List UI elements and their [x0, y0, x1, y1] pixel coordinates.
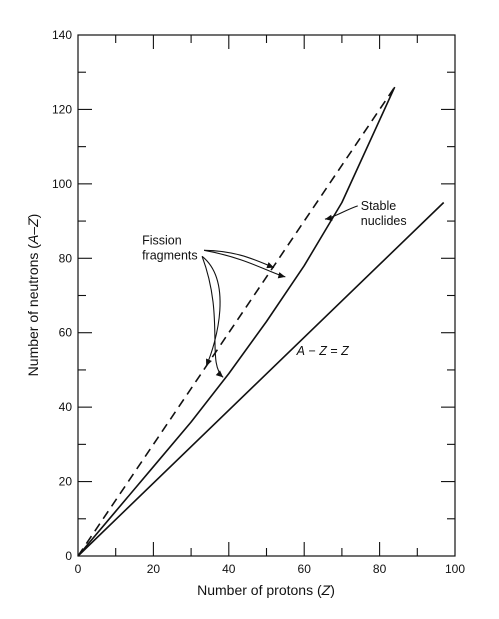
- y-tick-label: 40: [59, 400, 73, 414]
- y-tick-label: 20: [59, 475, 73, 489]
- leader-fission-dashed-lower: [201, 255, 221, 367]
- plot-frame: [77, 34, 456, 557]
- x-tick-label: 80: [373, 562, 387, 576]
- annotation-fission-fragments: Fission fragments: [142, 233, 198, 262]
- x-tick-label: 60: [298, 562, 312, 576]
- x-axis-label: Number of protons (Z): [197, 582, 335, 598]
- x-tick-label: 100: [445, 562, 465, 576]
- series-line-equal: [77, 201, 445, 557]
- series-line-stable: [77, 86, 396, 557]
- y-tick-label: 140: [52, 28, 72, 42]
- y-tick-label: 100: [52, 177, 72, 191]
- leader-stable-nuclides-arrowhead: [324, 214, 333, 221]
- tick-labels: 0 20 40 60 80 100 0 20 40 60 80 100 120 140: [52, 28, 465, 576]
- annotation-a-minus-z-equals-z: A − Z = Z: [296, 344, 349, 358]
- leader-fission-dashed-lower-arrowhead: [206, 358, 212, 367]
- series-line-fission: [77, 86, 396, 557]
- annotations: Fission fragments Stable nuclides A − Z = Z: [142, 199, 407, 378]
- leader-fission-dashed-upper-arrowhead: [266, 262, 275, 269]
- y-tick-label: 0: [65, 549, 72, 563]
- x-tick-label: 40: [222, 562, 236, 576]
- leader-fission-solid-upper: [203, 249, 286, 278]
- leader-fission-solid-lower-arrowhead: [215, 370, 224, 378]
- axis-ticks: [78, 35, 455, 556]
- leader-fission-solid-upper-arrowhead: [277, 272, 286, 279]
- series-group: [77, 86, 445, 557]
- leader-fission-solid-lower: [201, 256, 224, 378]
- y-tick-label: 120: [52, 102, 72, 116]
- x-tick-label: 20: [147, 562, 161, 576]
- x-tick-label: 0: [75, 562, 82, 576]
- y-tick-label: 80: [59, 251, 73, 265]
- y-tick-label: 60: [59, 326, 73, 340]
- annotation-stable-nuclides: Stable nuclides: [361, 199, 407, 228]
- y-axis-label: Number of neutrons (A–Z): [25, 214, 41, 377]
